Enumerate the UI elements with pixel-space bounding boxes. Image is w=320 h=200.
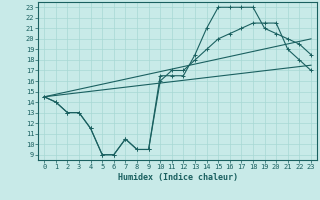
X-axis label: Humidex (Indice chaleur): Humidex (Indice chaleur) [118, 173, 238, 182]
